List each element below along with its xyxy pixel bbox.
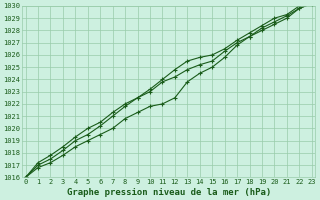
- X-axis label: Graphe pression niveau de la mer (hPa): Graphe pression niveau de la mer (hPa): [67, 188, 271, 197]
